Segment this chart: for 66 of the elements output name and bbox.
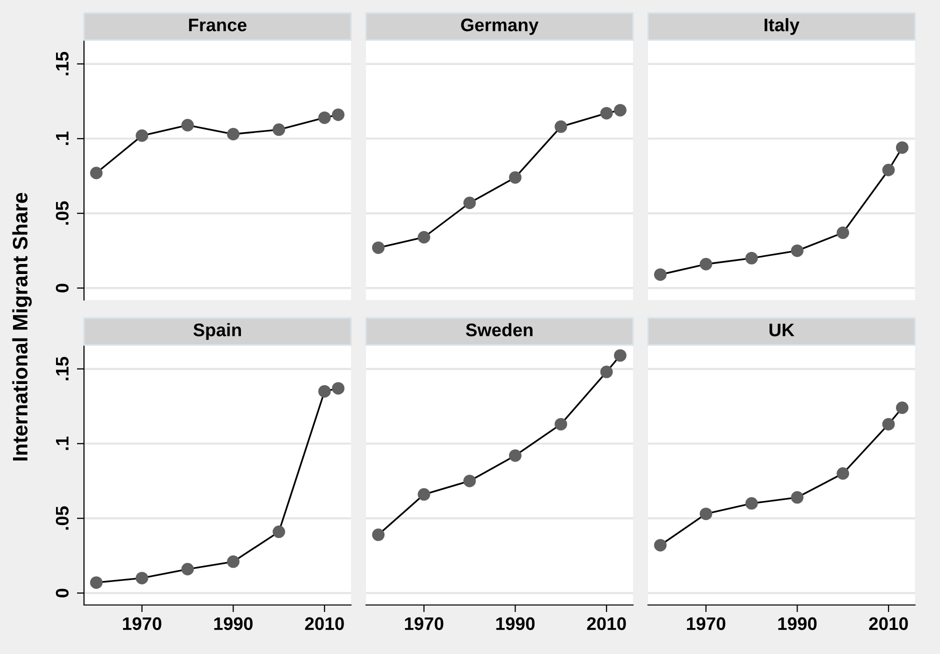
point (790, 491, 804, 504)
chart-title: UK (770, 324, 794, 336)
point (508, 449, 522, 462)
point (896, 402, 908, 414)
y-tick-label: 0 (56, 284, 69, 292)
point (136, 572, 148, 584)
point (272, 526, 286, 538)
x-tick-label: 1990 (778, 617, 817, 630)
point (508, 171, 522, 184)
point (654, 538, 667, 552)
y-tick-label: .15 (56, 52, 69, 76)
y-tick-label: 0 (56, 588, 69, 598)
point (136, 129, 148, 142)
y-tick-label: .1 (56, 132, 68, 145)
point (882, 164, 895, 176)
x-tick-label: 2010 (869, 617, 908, 630)
point (700, 508, 712, 520)
y-tick-label: .05 (56, 201, 69, 225)
point (332, 382, 344, 395)
point (372, 241, 385, 254)
y-tick-label: .05 (56, 506, 69, 530)
point (554, 120, 568, 133)
point (463, 196, 476, 210)
point (654, 268, 667, 281)
point (614, 104, 626, 116)
point (226, 555, 240, 568)
x-tick-label: 1970 (405, 617, 444, 630)
point (226, 128, 240, 140)
point (614, 349, 626, 362)
point (790, 244, 804, 257)
x-tick-label: 2010 (305, 617, 344, 630)
point (181, 118, 194, 132)
point (600, 366, 613, 378)
x-tick-label: 2010 (587, 617, 626, 630)
point (836, 467, 850, 480)
point (745, 497, 758, 510)
point (882, 418, 895, 430)
point (418, 230, 430, 244)
chart-title: Germany (461, 18, 539, 35)
x-tick-label: 1990 (214, 617, 253, 630)
point (745, 252, 758, 264)
point (463, 474, 476, 488)
point (318, 385, 331, 398)
x-tick-label: 1970 (123, 617, 162, 630)
y-tick-label: .15 (56, 356, 69, 380)
x-tick-label: 1970 (687, 617, 726, 630)
point (181, 562, 194, 576)
chart-title: Italy (764, 18, 800, 35)
point (600, 106, 613, 120)
point (318, 111, 331, 124)
point (836, 226, 850, 240)
point (554, 418, 568, 430)
point (700, 258, 712, 270)
point (272, 123, 286, 136)
chart-title: Spain (193, 323, 241, 340)
point (90, 166, 103, 180)
chart-title: Sweden (466, 323, 532, 336)
point (372, 528, 385, 542)
point (332, 108, 344, 121)
y-axis-title: International Migrant Share (12, 192, 32, 460)
point (418, 488, 430, 501)
point (896, 141, 908, 154)
y-tick-label: .1 (56, 436, 68, 450)
x-tick-label: 1990 (496, 617, 535, 630)
chart-title: France (189, 18, 246, 32)
point (90, 576, 103, 589)
